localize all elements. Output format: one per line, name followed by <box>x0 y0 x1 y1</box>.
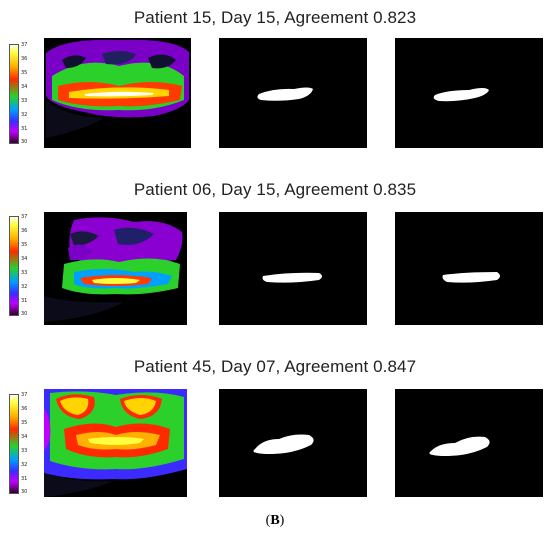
colorbar-tick: 31 <box>21 476 28 482</box>
row-1-segmentation-a <box>219 38 367 148</box>
segmentation-mask-graphic <box>429 436 490 456</box>
row-3-colorbar <box>9 394 19 494</box>
caption-letter: B <box>270 513 280 528</box>
row-1-title: Patient 15, Day 15, Agreement 0.823 <box>133 8 417 27</box>
row-1-colorbar <box>9 44 19 144</box>
colorbar-tick: 34 <box>21 256 28 262</box>
colorbar-tick: 33 <box>21 270 28 276</box>
colorbar-tick: 33 <box>21 98 28 104</box>
colorbar-tick: 34 <box>21 434 28 440</box>
row-2-title: Patient 06, Day 15, Agreement 0.835 <box>133 180 417 199</box>
colorbar-tick: 36 <box>21 406 28 412</box>
colorbar-tick: 37 <box>21 392 28 398</box>
colorbar-tick: 32 <box>21 462 28 468</box>
colorbar-tick: 35 <box>21 420 28 426</box>
segmentation-mask-graphic <box>442 272 500 283</box>
colorbar-tick: 36 <box>21 56 28 62</box>
colorbar-tick: 30 <box>21 489 28 495</box>
colorbar-tick: 31 <box>21 298 28 304</box>
segmentation-mask-graphic <box>262 272 322 283</box>
thermal-image-graphic <box>46 39 189 138</box>
figure-caption: (B) <box>0 513 550 529</box>
colorbar-tick: 31 <box>21 126 28 132</box>
row-2-thermal-image <box>44 212 187 325</box>
colorbar-tick: 30 <box>21 139 28 145</box>
colorbar-tick: 32 <box>21 112 28 118</box>
colorbar-tick: 37 <box>21 214 28 220</box>
colorbar-tick: 33 <box>21 448 28 454</box>
row-1-thermal-image <box>44 38 191 148</box>
row-2-colorbar <box>9 216 19 316</box>
row-3-segmentation-b <box>395 389 543 497</box>
row-3-thermal-image <box>44 389 187 497</box>
colorbar-tick: 37 <box>21 42 28 48</box>
row-3-title: Patient 45, Day 07, Agreement 0.847 <box>133 357 417 376</box>
segmentation-mask-graphic <box>433 88 489 102</box>
row-3-segmentation-a <box>219 389 367 497</box>
caption-open-paren: ( <box>265 513 271 528</box>
row-2-segmentation-b <box>395 212 543 325</box>
colorbar-tick: 32 <box>21 284 28 290</box>
colorbar-tick: 35 <box>21 70 28 76</box>
colorbar-tick: 36 <box>21 228 28 234</box>
thermal-image-graphic <box>44 389 187 497</box>
segmentation-mask-graphic <box>253 434 314 454</box>
colorbar-tick: 34 <box>21 84 28 90</box>
thermal-image-graphic <box>44 217 183 322</box>
row-1-segmentation-b <box>395 38 543 148</box>
segmentation-mask-graphic <box>257 87 313 101</box>
colorbar-tick: 30 <box>21 311 28 317</box>
colorbar-tick: 35 <box>21 242 28 248</box>
caption-close-paren: ) <box>279 513 285 528</box>
row-2-segmentation-a <box>219 212 367 325</box>
